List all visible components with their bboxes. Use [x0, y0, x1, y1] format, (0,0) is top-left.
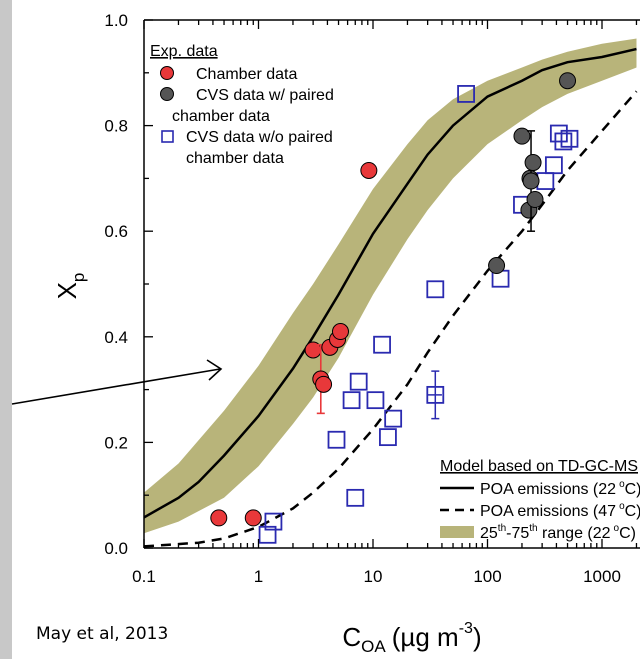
cvs-paired-point — [524, 154, 542, 172]
chamber-point — [315, 375, 333, 393]
cvs-unpaired-point — [426, 280, 445, 299]
legend-band-end: C) — [619, 525, 636, 542]
chamber-point — [360, 161, 378, 179]
legend-47c-end: C) — [625, 503, 640, 520]
cvs-unpaired-point — [560, 129, 579, 148]
legend-47c-deg: o — [619, 501, 625, 512]
x-axis-label-units: (µg m — [392, 622, 459, 652]
legend-22c-end: C) — [625, 481, 640, 498]
legend-band-label: 25th-75th range (22 oC) — [480, 523, 636, 542]
cvs-unpaired-point — [264, 512, 283, 531]
cvs-unpaired-point — [457, 85, 475, 103]
cvs-unpaired-point — [384, 409, 403, 428]
citation-text: May et al, 2013 — [36, 624, 169, 644]
x-tick-label: 1000 — [583, 567, 621, 586]
tick-marks — [143, 19, 638, 549]
legend-exp-title: Exp. data — [150, 43, 218, 60]
cvs-unpaired-point — [554, 132, 573, 151]
x-axis-label: COA (µg m-3) — [342, 620, 481, 656]
chamber-point — [244, 509, 262, 527]
cvs-unpaired-point — [342, 391, 361, 410]
data-points — [210, 72, 579, 544]
interquartile-range-band — [144, 38, 637, 534]
chamber-point — [331, 323, 349, 341]
cvs-unpaired-point — [327, 430, 346, 449]
y-tick-label: 0.6 — [104, 222, 128, 241]
cvs-unpaired-point — [373, 335, 391, 354]
legend-band-mid: -75 — [506, 525, 529, 542]
legend-model-title: Model based on TD-GC-MS — [440, 458, 638, 475]
legend-experimental: Exp. data Chamber data CVS data w/ paire… — [150, 43, 334, 167]
chamber-point — [210, 509, 228, 527]
legend-22c-text: POA emissions (22 — [480, 481, 616, 498]
cvs-unpaired-point — [346, 488, 365, 507]
annotation-arrow — [11, 359, 223, 405]
x-axis-label-sub: OA — [361, 637, 386, 656]
legend-band-swatch — [440, 526, 474, 538]
poa-47c-curve — [144, 90, 638, 548]
x-axis-label-exp: -3 — [459, 620, 473, 637]
x-axis-label-close: ) — [473, 622, 482, 652]
legend-22c-deg: o — [619, 479, 625, 490]
y-tick-label: 0.0 — [104, 539, 128, 558]
y-tick-label: 0.8 — [104, 117, 128, 136]
legend-cvs-unpaired-label-1: CVS data w/o paired — [186, 129, 333, 146]
legend-chamber-marker — [160, 66, 174, 80]
x-tick-label: 10 — [364, 567, 383, 586]
legend-band-pre: 25 — [480, 525, 498, 542]
cvs-unpaired-point — [379, 428, 397, 447]
legend-22c-label: POA emissions (22 oC) — [480, 479, 640, 498]
cvs-unpaired-point — [349, 372, 368, 391]
cvs-unpaired-point — [366, 391, 385, 410]
x-tick-label: 1 — [254, 567, 263, 586]
cvs-paired-point — [559, 72, 577, 90]
y-tick-label: 1.0 — [104, 11, 128, 30]
legend-cvs-unpaired-marker — [161, 130, 174, 143]
legend-cvs-unpaired-label-2: chamber data — [186, 150, 284, 167]
legend-model: Model based on TD-GC-MS POA emissions (2… — [440, 458, 640, 542]
legend-band-sup2: th — [529, 523, 537, 534]
x-tick-label: 100 — [473, 567, 501, 586]
legend-47c-text: POA emissions (47 — [480, 503, 616, 520]
cvs-unpaired-point — [544, 156, 563, 175]
legend-47c-label: POA emissions (47 oC) — [480, 501, 640, 520]
legend-band-text: range (22 — [538, 525, 611, 542]
cvs-paired-point — [526, 191, 544, 209]
legend-cvs-paired-marker — [160, 87, 174, 101]
poa-22c-curve — [144, 47, 637, 519]
y-axis-label: Xp — [52, 273, 88, 300]
tick-labels: 0.1 1 10 100 1000 0.0 0.2 0.4 0.6 0.8 1.0 — [104, 11, 621, 586]
cvs-paired-point — [513, 127, 531, 145]
legend-cvs-paired-label-1: CVS data w/ paired — [196, 87, 334, 104]
x-axis-label-main: C — [342, 622, 361, 652]
legend-cvs-paired-label-2: chamber data — [172, 108, 270, 125]
legend-band-deg: o — [614, 523, 620, 534]
y-tick-label: 0.2 — [104, 433, 128, 452]
cvs-paired-point — [488, 257, 506, 275]
cvs-unpaired-point — [258, 525, 277, 544]
cvs-unpaired-point — [426, 385, 445, 404]
y-axis-label-main: X — [52, 282, 82, 299]
legend-chamber-label: Chamber data — [196, 66, 297, 83]
cvs-paired-point — [522, 172, 540, 190]
x-tick-label: 0.1 — [132, 567, 156, 586]
y-tick-label: 0.4 — [104, 328, 128, 347]
y-axis-label-sub: p — [69, 273, 88, 282]
legend-band-sup1: th — [498, 523, 506, 534]
cvs-unpaired-point — [536, 172, 555, 190]
